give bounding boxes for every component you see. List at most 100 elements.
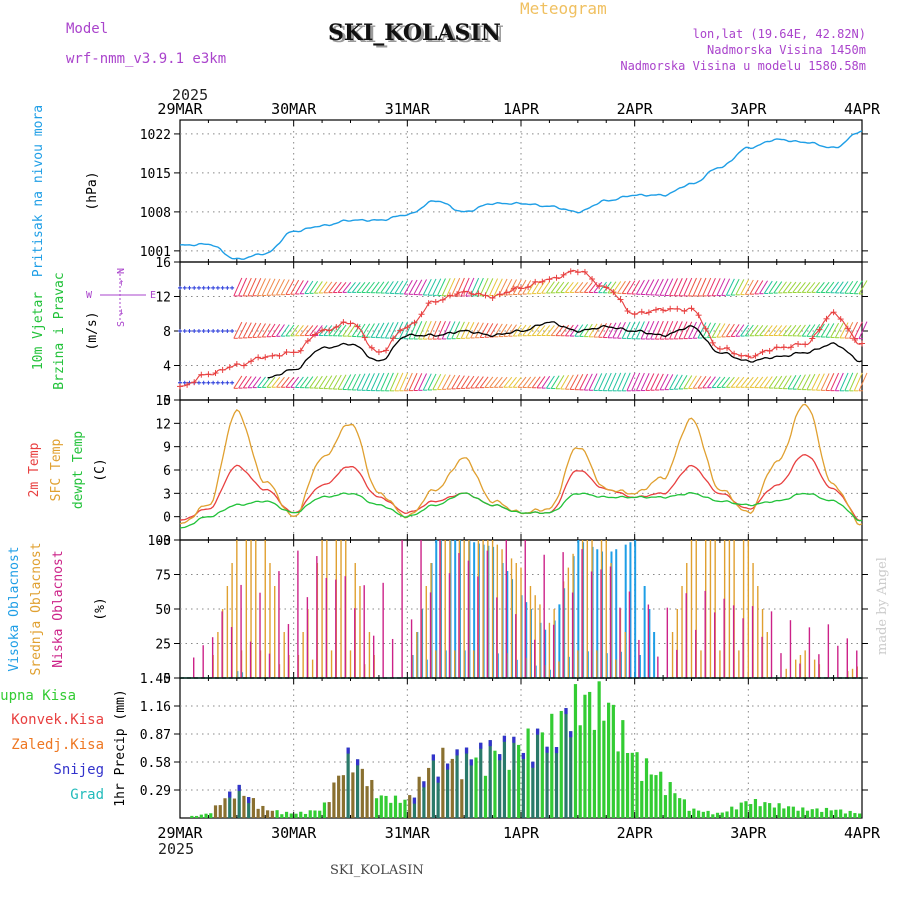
wind-barb [721, 323, 731, 338]
wind-barb [806, 373, 816, 391]
precip-bar [228, 791, 232, 818]
wind-barb [271, 323, 281, 337]
wind-barb [384, 281, 394, 294]
y-tick-label: 8 [163, 325, 171, 340]
wind-barb [541, 375, 551, 389]
wind-barb [295, 376, 304, 388]
wind-barb [337, 281, 347, 293]
wind-barb [318, 281, 328, 294]
wind-barb [678, 277, 688, 297]
precip-bar [630, 752, 634, 818]
y-tick-label: 0 [163, 672, 171, 687]
precip-legend-item: Ukupna Kisa [0, 688, 76, 704]
y-tick-label: 4 [163, 360, 171, 375]
snow-cap [237, 784, 241, 791]
precip-bar [521, 752, 525, 818]
wind-barb [744, 279, 754, 295]
precip-bar [308, 810, 312, 818]
wind-barb [361, 373, 371, 391]
y-tick-label: 0.58 [140, 756, 171, 771]
wind-barb [773, 325, 783, 336]
wind-barb [797, 281, 806, 293]
wind-barb [332, 324, 342, 337]
wind-barb [645, 320, 655, 340]
wind-barb [351, 373, 361, 391]
precip-bar [232, 798, 237, 818]
wind-barb [257, 323, 266, 338]
precip-bar [474, 757, 478, 818]
wind-barb [508, 324, 517, 337]
wind-barb [801, 374, 811, 390]
wind-barb [716, 376, 726, 388]
wind-barb [285, 279, 295, 295]
precip-bar [275, 810, 279, 818]
wind-barb [545, 375, 555, 389]
precip-bar [853, 813, 857, 818]
precip-bar [526, 728, 530, 818]
wind-barb [408, 321, 418, 340]
wind-barb [247, 322, 257, 338]
precip-bar [777, 803, 781, 818]
wind-barb [792, 324, 802, 337]
precip-panel: 0.29 0.58 0.87 1.16 1.45 [140, 672, 868, 819]
y-tick-label: 1022 [140, 128, 171, 143]
wind-barb [673, 374, 683, 390]
wind-barb [664, 374, 674, 390]
wind-barb [659, 278, 669, 296]
wind-barb [688, 375, 697, 389]
wind-barb [323, 375, 333, 389]
snow-cap [431, 754, 435, 761]
wind-barb [484, 376, 494, 388]
wind-barb [564, 281, 574, 293]
snow-cap [346, 747, 350, 754]
snow-cap [488, 740, 492, 747]
wind-barb [707, 376, 716, 388]
wind-barb [484, 278, 494, 296]
y-tick-label: -3 [155, 534, 171, 549]
wind-barb [546, 281, 555, 294]
wind-barb [834, 322, 844, 338]
y-tick-label: 50 [155, 603, 171, 618]
wind-barb [725, 323, 735, 337]
model-label: Model [66, 21, 108, 37]
wind-barb [844, 280, 854, 294]
wind-barb [266, 376, 276, 388]
precip-bar [322, 802, 327, 818]
wind-barb [716, 278, 726, 296]
wind-barb [607, 372, 617, 391]
wind-barb [806, 324, 816, 337]
wind-barb [688, 321, 697, 339]
wind-barb [418, 279, 427, 296]
wind-barb [801, 282, 811, 293]
wind-barb [669, 374, 678, 390]
precip-bar [564, 708, 568, 818]
wind-unit: (m/s) [85, 311, 100, 350]
precip-bar [512, 736, 516, 818]
wind-barb [531, 325, 541, 336]
precip-bar [517, 744, 521, 818]
y-tick-label: 0.87 [140, 728, 171, 743]
wind-barb [550, 375, 560, 389]
date-label-bottom: 29MAR [157, 824, 203, 842]
wind-barb [797, 324, 806, 337]
snow-cap [412, 797, 417, 804]
wind-barb [782, 375, 792, 389]
y-tick-label: 1.45 [140, 672, 171, 687]
wind-barb [735, 279, 745, 296]
wind-barb [721, 376, 731, 388]
wind-barb [560, 374, 570, 390]
cloud-mid-label: Srednja Oblacnost [29, 542, 44, 675]
y-tick-label: 12 [155, 291, 171, 306]
wind-barb [536, 325, 546, 336]
wind-barb [418, 373, 427, 391]
wind-barb [446, 374, 456, 390]
precip-bar [318, 810, 322, 818]
wind-barb [351, 282, 361, 293]
wind-barb [261, 278, 271, 296]
precip-bar [360, 768, 364, 818]
wind-barb [692, 321, 702, 339]
wind-barb [730, 324, 740, 337]
precip-bar [502, 735, 507, 818]
precip-bar [289, 813, 293, 818]
wind-barb [806, 282, 816, 293]
